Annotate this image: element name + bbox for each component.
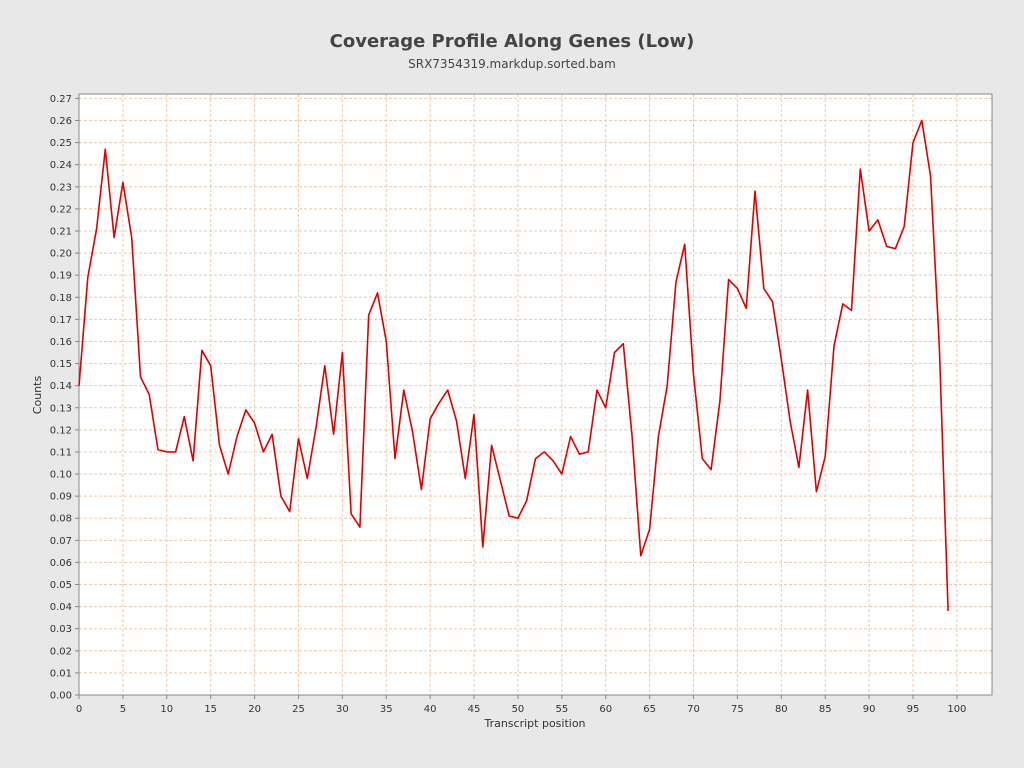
y-tick-label: 0.19 [50,271,72,282]
plot-border [78,93,993,696]
x-tick-label: 40 [424,704,437,715]
y-tick-label: 0.10 [50,470,72,481]
y-tick-label: 0.22 [50,204,72,215]
x-tick-label: 70 [687,704,700,715]
y-tick-label: 0.18 [50,293,72,304]
y-tick-label: 0.27 [50,94,72,105]
y-tick-label: 0.24 [50,160,72,171]
x-tick-label: 55 [555,704,568,715]
x-tick-label: 30 [336,704,349,715]
x-tick-label: 95 [907,704,920,715]
x-tick-label: 60 [599,704,612,715]
y-tick-label: 0.02 [50,646,72,657]
x-tick-label: 100 [947,704,966,715]
coverage-line [78,119,949,612]
y-tick-label: 0.05 [50,580,72,591]
y-tick-label: 0.20 [50,249,72,260]
y-tick-label: 0.12 [50,425,72,436]
x-tick-label: 50 [512,704,525,715]
x-tick-label: 65 [643,704,656,715]
chart-subtitle: SRX7354319.markdup.sorted.bam [408,57,616,71]
y-tick-label: 0.01 [50,668,72,679]
x-axis-label: Transcript position [483,717,585,730]
series-group [78,119,949,612]
x-tick-label: 20 [248,704,261,715]
x-tick-label: 35 [380,704,393,715]
x-tick-label: 75 [731,704,744,715]
y-tick-label: 0.09 [50,492,72,503]
chart-title: Coverage Profile Along Genes (Low) [329,31,695,52]
x-tick-label: 90 [863,704,876,715]
y-tick-label: 0.03 [50,624,72,635]
y-tick-label: 0.21 [50,226,72,237]
y-tick-label: 0.13 [50,403,72,414]
x-tick-label: 10 [160,704,173,715]
y-axis-label: Counts [31,376,44,415]
y-tick-label: 0.06 [50,558,72,569]
x-tick-label: 45 [468,704,481,715]
y-tick-label: 0.23 [50,182,72,193]
y-axis: 0.00 0.01 0.02 0.03 0.04 0.05 0.06 0.07 0.08 0.09… [50,94,79,702]
x-tick-label: 15 [204,704,217,715]
y-tick-label: 0.04 [50,602,72,613]
y-tick-label: 0.07 [50,536,72,547]
x-tick-label: 5 [120,704,126,715]
x-tick-label: 80 [775,704,788,715]
y-tick-label: 0.14 [50,381,72,392]
y-tick-label: 0.11 [50,447,72,458]
y-tick-label: 0.08 [50,514,72,525]
plot-area [79,94,992,695]
x-tick-label: 85 [819,704,832,715]
x-axis: 0 5 10 15 20 25 30 35 40 45 50 55 60 65 70 75 80 85 90 95 10… [76,695,966,715]
y-tick-label: 0.00 [50,691,72,702]
y-tick-label: 0.16 [50,337,72,348]
x-tick-label: 0 [76,704,82,715]
y-tick-label: 0.25 [50,138,72,149]
y-tick-label: 0.15 [50,359,72,370]
x-tick-label: 25 [292,704,305,715]
y-tick-label: 0.17 [50,315,72,326]
y-tick-label: 0.26 [50,116,72,127]
